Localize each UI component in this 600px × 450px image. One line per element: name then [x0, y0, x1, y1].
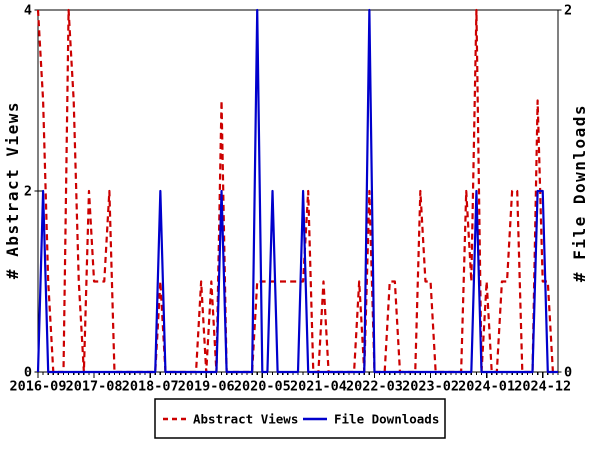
left-tick-label: 2: [24, 184, 32, 200]
left-tick-label: 0: [24, 365, 32, 381]
x-tick-label: 2021-04: [290, 379, 347, 395]
series-line-file-downloads: [36, 8, 558, 374]
legend-label-abstract-views: Abstract Views: [193, 412, 298, 427]
legend-box: [154, 398, 446, 439]
series-group: [36, 8, 558, 374]
right-tick-label: 2: [564, 3, 572, 19]
x-tick-label: 2024-12: [514, 379, 571, 395]
legend: Abstract Views File Downloads: [154, 398, 446, 439]
right-tick-label: 0: [564, 365, 572, 381]
x-tick-label: 2018-07: [122, 379, 179, 395]
right-axis-label: # File Downloads: [570, 104, 589, 282]
x-tick-label: 2024-01: [458, 379, 515, 395]
x-tick-label: 2022-03: [346, 379, 403, 395]
x-tick-label: 2020-05: [234, 379, 291, 395]
x-tick-label: 2019-06: [178, 379, 235, 395]
x-tick-label: 2016-09: [10, 379, 67, 395]
axis-ticks-group: 2016-09 2017-08 2018-07 2019-06 2020-05 2021-…: [10, 3, 573, 395]
left-tick-label: 4: [24, 3, 32, 19]
legend-label-file-downloads: File Downloads: [334, 412, 439, 427]
left-axis-label: # Abstract Views: [3, 101, 22, 279]
x-tick-label: 2017-08: [66, 379, 123, 395]
x-tick-label: 2023-02: [402, 379, 459, 395]
